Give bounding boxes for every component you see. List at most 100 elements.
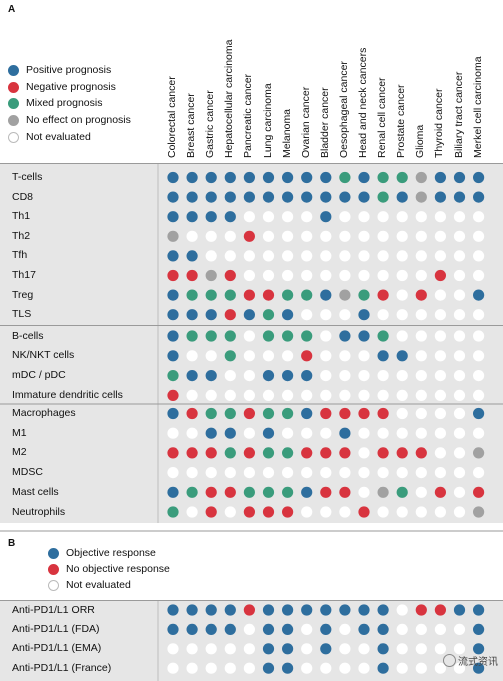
cell-dot xyxy=(339,427,351,439)
cell-dot xyxy=(396,250,408,262)
cell-dot xyxy=(205,211,217,223)
cell-dot xyxy=(243,643,255,655)
cell-dot xyxy=(396,230,408,242)
cell-dot xyxy=(243,407,255,420)
row-label: Macrophages xyxy=(12,407,76,419)
cell-dot xyxy=(262,604,275,616)
cell-dot xyxy=(396,191,408,203)
cell-dot xyxy=(186,230,198,242)
cell-dot xyxy=(282,662,294,674)
cell-dot xyxy=(320,447,332,459)
column-label: Thyroid cancer xyxy=(433,88,446,158)
cell-dot xyxy=(186,389,198,401)
cell-dot xyxy=(415,191,427,203)
cell-dot xyxy=(301,623,313,636)
cell-dot xyxy=(377,211,389,223)
cell-dot xyxy=(224,191,236,203)
cell-dot xyxy=(339,604,351,616)
cell-dot xyxy=(243,427,255,439)
cell-dot xyxy=(282,447,294,459)
cell-dot xyxy=(186,407,198,420)
cell-dot xyxy=(339,211,351,223)
cell-dot xyxy=(320,289,332,301)
cell-dot xyxy=(282,370,294,382)
column-label: Prostate cancer xyxy=(395,84,408,158)
cell-dot xyxy=(224,427,236,439)
cell-dot xyxy=(224,643,236,655)
column-label: Glioma xyxy=(414,124,427,158)
cell-dot xyxy=(186,250,198,262)
cell-dot xyxy=(205,370,217,382)
cell-dot xyxy=(434,447,446,459)
legend-label: No objective response xyxy=(66,563,170,575)
cell-dot xyxy=(415,486,427,498)
cell-dot xyxy=(396,447,408,459)
column-label: Breast cancer xyxy=(185,93,198,158)
cell-dot xyxy=(186,309,198,321)
cell-dot xyxy=(358,370,370,382)
cell-dot xyxy=(262,191,275,203)
cell-dot xyxy=(262,389,275,401)
cell-dot xyxy=(224,230,236,242)
cell-dot xyxy=(473,289,485,301)
cell-dot xyxy=(243,230,255,242)
cell-dot xyxy=(167,289,179,301)
row-label: Tfh xyxy=(12,249,28,262)
cell-dot xyxy=(301,289,313,301)
cell-dot xyxy=(243,350,255,362)
cell-dot xyxy=(262,623,275,636)
cell-dot xyxy=(186,486,198,498)
cell-dot xyxy=(453,211,466,223)
cell-dot xyxy=(434,330,446,342)
cell-dot xyxy=(243,486,255,498)
column-label: Pancreatic cancer xyxy=(242,73,255,158)
cell-dot xyxy=(415,171,427,184)
cell-dot xyxy=(205,230,217,242)
cell-dot xyxy=(320,407,332,420)
cell-dot xyxy=(358,604,370,616)
cell-dot xyxy=(167,250,179,262)
cell-dot xyxy=(358,407,370,420)
cell-dot xyxy=(301,407,313,420)
cell-dot xyxy=(262,370,275,382)
cell-dot xyxy=(377,427,389,439)
row-label: MDSC xyxy=(12,466,43,479)
legend-dot-icon xyxy=(48,580,59,591)
cell-dot xyxy=(167,350,179,362)
panel-b-letter: B xyxy=(8,538,16,549)
cell-dot xyxy=(473,269,485,282)
cell-dot xyxy=(186,467,198,479)
cell-dot xyxy=(282,330,294,342)
cell-dot xyxy=(339,506,351,518)
cell-dot xyxy=(396,643,408,655)
cell-dot xyxy=(358,171,370,184)
cell-dot xyxy=(377,467,389,479)
column-label: Lung carcinoma xyxy=(261,83,274,158)
cell-dot xyxy=(243,370,255,382)
cell-dot xyxy=(434,407,446,420)
cell-dot xyxy=(282,350,294,362)
cell-dot xyxy=(453,230,466,242)
cell-dot xyxy=(473,486,485,498)
cell-dot xyxy=(205,407,217,420)
cell-dot xyxy=(453,389,466,401)
cell-dot xyxy=(473,230,485,242)
cell-dot xyxy=(453,427,466,439)
cell-dot xyxy=(167,447,179,459)
cell-dot xyxy=(282,427,294,439)
cell-dot xyxy=(186,171,198,184)
column-label: Melanoma xyxy=(280,108,293,158)
cell-dot xyxy=(282,643,294,655)
cell-dot xyxy=(167,623,179,636)
cell-dot xyxy=(205,486,217,498)
cell-dot xyxy=(396,211,408,223)
row-label: Anti-PD1/L1 (FDA) xyxy=(12,622,100,635)
watermark-text: 流式资讯 xyxy=(458,657,498,668)
cell-dot xyxy=(320,330,332,342)
column-label: Oesophageal cancer xyxy=(337,61,350,158)
cell-dot xyxy=(434,370,446,382)
column-label: Merkel cell carcinoma xyxy=(471,56,484,158)
cell-dot xyxy=(320,506,332,518)
row-label: Anti-PD1/L1 (EMA) xyxy=(12,642,102,655)
